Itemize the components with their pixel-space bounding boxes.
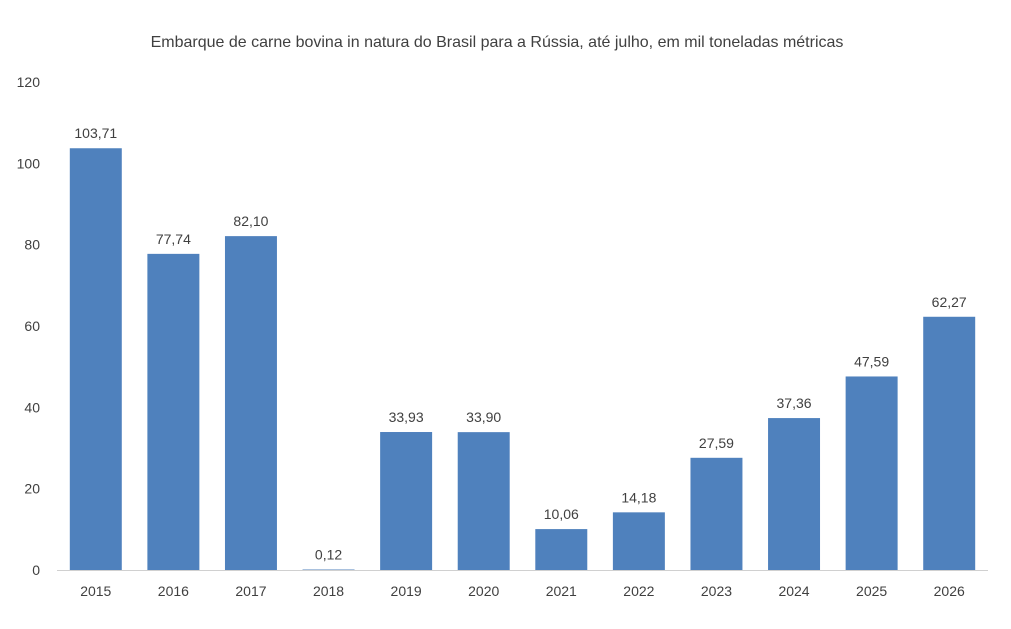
data-label-2015: 103,71 <box>74 125 117 141</box>
bar-2021 <box>535 529 588 570</box>
data-label-2018: 0,12 <box>315 547 342 563</box>
bar-2025 <box>845 376 898 570</box>
x-axis-ticks: 2015 2016 2017 2018 2019 2020 2021 2022 2023 2024… <box>80 583 965 599</box>
y-tick-label: 60 <box>24 318 40 334</box>
y-tick-label: 120 <box>17 74 41 90</box>
x-tick-label: 2017 <box>235 583 266 599</box>
bar-2020 <box>457 432 510 570</box>
bar-2022 <box>612 512 665 570</box>
data-label-2016: 77,74 <box>156 231 191 247</box>
bar-2024 <box>768 418 821 570</box>
x-tick-label: 2025 <box>856 583 887 599</box>
x-tick-label: 2016 <box>158 583 189 599</box>
data-label-2022: 14,18 <box>621 489 656 505</box>
bar-2026 <box>923 316 976 570</box>
y-axis-ticks: 0 20 40 60 80 100 120 <box>17 74 41 578</box>
y-tick-label: 80 <box>24 237 40 253</box>
x-tick-label: 2024 <box>778 583 809 599</box>
data-label-2019: 33,93 <box>389 409 424 425</box>
data-label-2021: 10,06 <box>544 506 579 522</box>
bar-2019 <box>380 432 433 570</box>
x-tick-label: 2020 <box>468 583 499 599</box>
y-tick-label: 40 <box>24 399 40 415</box>
x-tick-label: 2026 <box>934 583 965 599</box>
chart-title: Embarque de carne bovina in natura do Br… <box>151 34 844 51</box>
x-tick-label: 2019 <box>391 583 422 599</box>
data-label-2024: 37,36 <box>777 395 812 411</box>
y-tick-label: 100 <box>17 155 41 171</box>
data-label-2026: 62,27 <box>932 294 967 310</box>
x-tick-label: 2018 <box>313 583 344 599</box>
x-tick-label: 2022 <box>623 583 654 599</box>
data-label-2025: 47,59 <box>854 353 889 369</box>
bar-2015 <box>69 148 122 570</box>
data-labels: 103,71 77,74 82,10 0,12 33,93 33,90 10,06 14,18… <box>74 125 967 562</box>
bars <box>69 148 976 571</box>
bar-2017 <box>224 236 277 571</box>
data-label-2023: 27,59 <box>699 435 734 451</box>
bar-2016 <box>147 253 200 570</box>
bar-2023 <box>690 457 743 570</box>
x-tick-label: 2021 <box>546 583 577 599</box>
x-tick-label: 2015 <box>80 583 111 599</box>
data-label-2020: 33,90 <box>466 409 501 425</box>
data-label-2017: 82,10 <box>233 213 268 229</box>
x-tick-label: 2023 <box>701 583 732 599</box>
y-tick-label: 0 <box>32 562 40 578</box>
y-tick-label: 20 <box>24 481 40 497</box>
